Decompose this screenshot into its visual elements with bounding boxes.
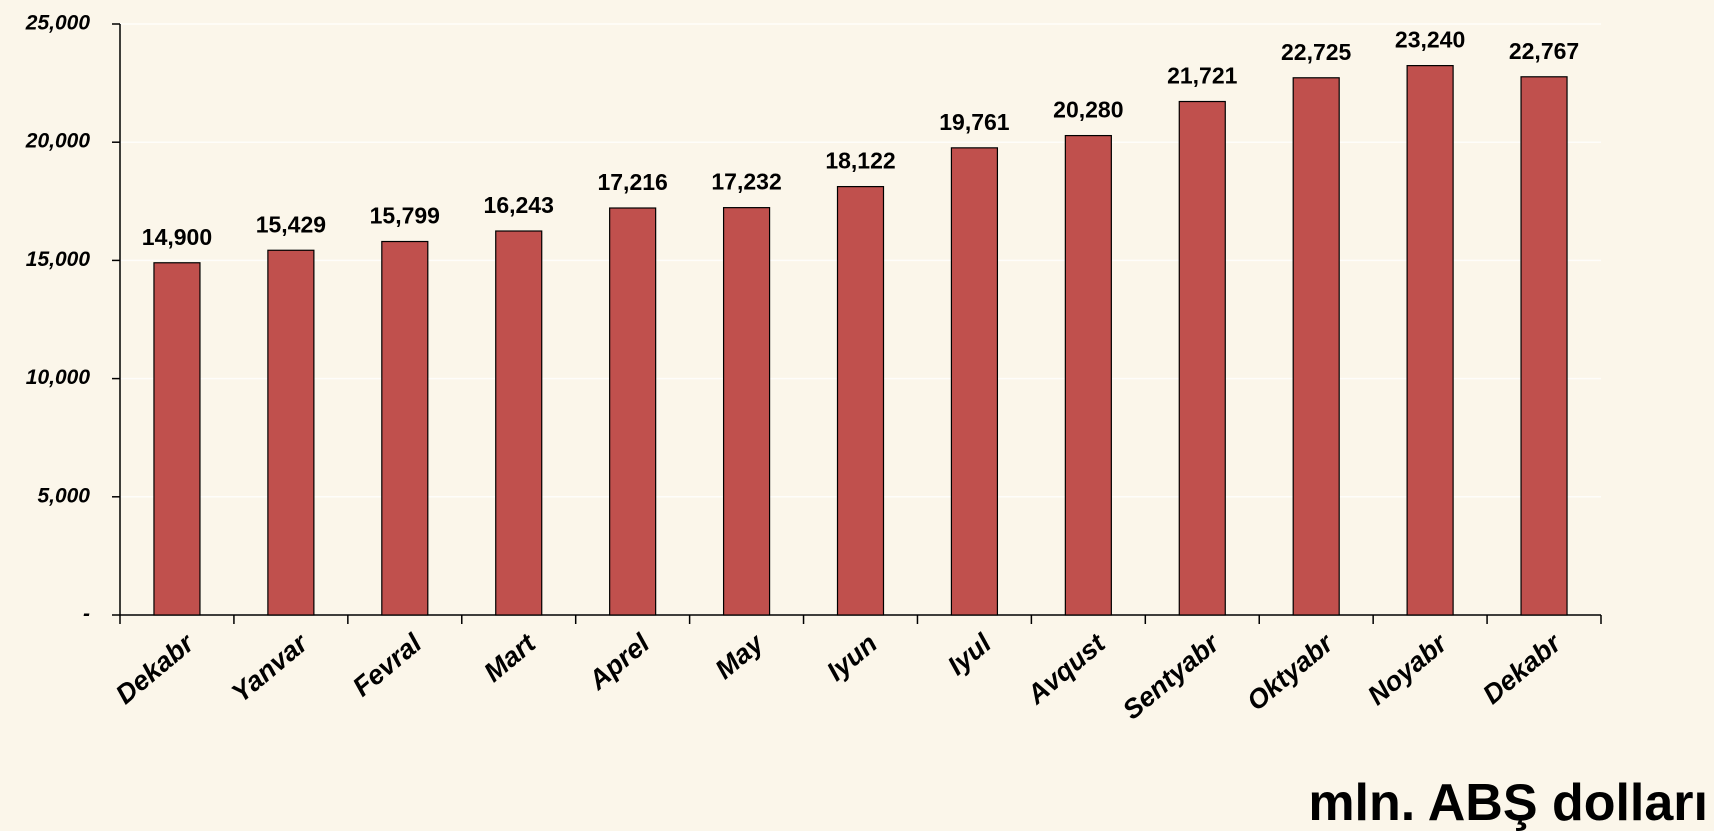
value-label: 22,725 (1281, 39, 1352, 65)
value-label: 15,799 (370, 203, 440, 229)
y-tick-label: 25,000 (25, 12, 91, 35)
bar (1406, 65, 1454, 616)
y-tick-label: - (83, 603, 90, 626)
value-label: 15,429 (256, 211, 326, 237)
value-label: 22,767 (1509, 38, 1579, 64)
bar (1520, 76, 1568, 616)
value-label: 19,761 (939, 109, 1010, 135)
bar (950, 147, 999, 616)
bar (1292, 77, 1340, 616)
bar (267, 249, 315, 616)
y-tick-label: 15,000 (26, 248, 91, 271)
bar (836, 185, 885, 616)
value-label: 17,216 (597, 169, 667, 195)
bar (495, 230, 543, 616)
value-label: 21,721 (1167, 63, 1238, 89)
value-label: 14,900 (142, 224, 212, 250)
value-label: 18,122 (825, 148, 895, 174)
annotation: mln. ABŞ dolları (1308, 774, 1708, 831)
bar (1178, 100, 1226, 616)
bar (609, 207, 657, 616)
y-tick-label: 5,000 (37, 484, 90, 507)
bar (722, 207, 771, 616)
bar (1064, 134, 1112, 616)
bar (153, 262, 201, 616)
value-label: 17,232 (711, 169, 781, 195)
bar (381, 240, 429, 616)
y-tick-label: 10,000 (26, 366, 91, 389)
value-label: 23,240 (1395, 27, 1465, 53)
y-tick-label: 20,000 (25, 130, 91, 153)
value-label: 20,280 (1053, 97, 1123, 123)
value-label: 16,243 (484, 192, 554, 218)
